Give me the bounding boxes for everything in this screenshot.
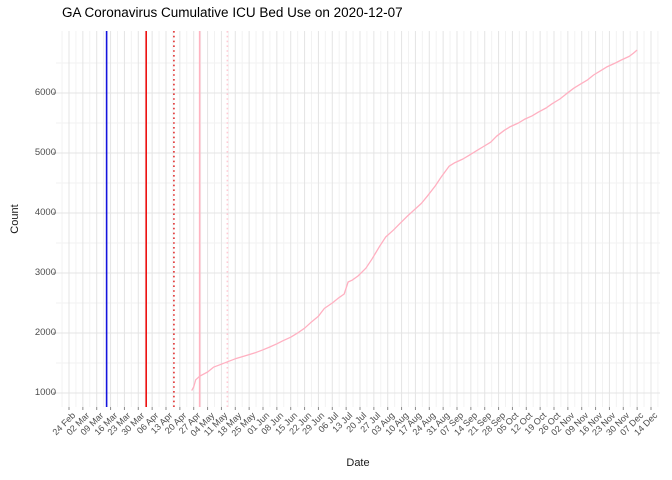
- y-tick-label: 2000: [34, 327, 56, 338]
- y-tick-label: 4000: [34, 207, 56, 218]
- y-tick-label: 1000: [34, 387, 56, 398]
- y-tick-label: 3000: [34, 267, 56, 278]
- x-axis-title: Date: [346, 457, 370, 469]
- major-gridlines: [56, 31, 660, 407]
- y-tick-label: 5000: [34, 147, 56, 158]
- minor-gridlines: [56, 31, 660, 407]
- chart-title: GA Coronavirus Cumulative ICU Bed Use on…: [62, 5, 403, 20]
- y-tick-label: 6000: [34, 87, 56, 98]
- series: [191, 49, 638, 391]
- annotation-vlines: [105, 31, 229, 407]
- series-line-cumulative-icu-bed-use: [191, 49, 638, 391]
- axis-tick-marks: [53, 92, 652, 410]
